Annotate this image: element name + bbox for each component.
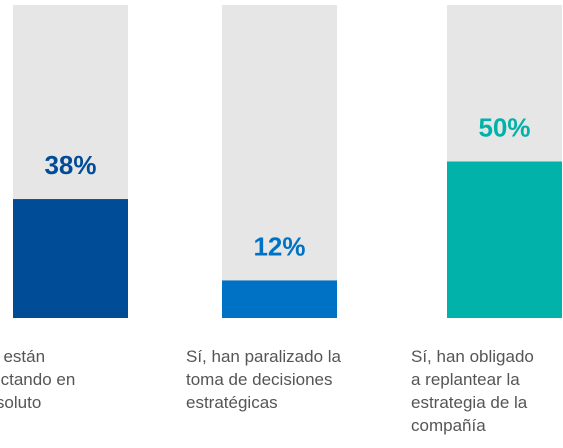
category-label: Sí, han paralizado la: [186, 347, 342, 366]
category-label: Sí, han obligado: [411, 347, 534, 366]
category-label: estrategia de la: [411, 393, 528, 412]
value-label: 50%: [478, 113, 530, 143]
category-label: absoluto: [0, 393, 41, 412]
category-label: compañía: [411, 416, 486, 435]
category-label: toma de decisiones: [186, 370, 332, 389]
value-label: 12%: [253, 231, 305, 261]
category-label: estratégicas: [186, 393, 278, 412]
category-label: a replantear la: [411, 370, 520, 389]
value-label: 38%: [44, 150, 96, 180]
bar-background: [222, 5, 337, 318]
bar: [447, 161, 562, 318]
bar: [13, 199, 128, 318]
category-label: afectando en: [0, 370, 75, 389]
bar: [222, 280, 337, 318]
category-label: No están: [0, 347, 45, 366]
